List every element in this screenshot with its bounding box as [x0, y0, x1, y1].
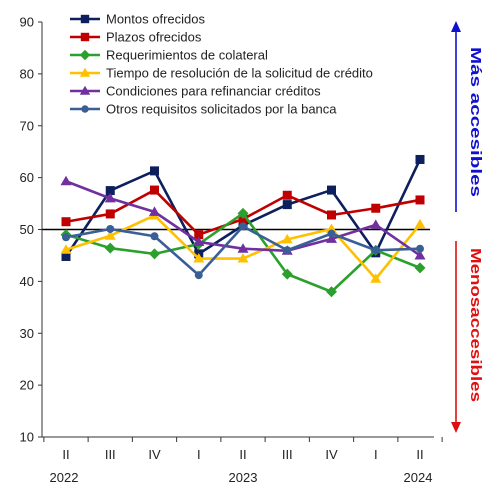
data-point	[327, 229, 336, 238]
data-point	[150, 166, 159, 176]
legend-item: Tiempo de resolución de la solicitud de …	[70, 66, 373, 81]
data-point	[282, 200, 292, 210]
x-tick-label: III	[282, 447, 293, 462]
data-point	[194, 271, 203, 280]
data-point	[104, 192, 116, 203]
data-point	[194, 230, 204, 240]
legend-label: Otros requisitos solicitados por la banc…	[106, 102, 337, 117]
data-point	[150, 185, 159, 195]
x-tick-label: II	[416, 447, 423, 462]
legend-item: Plazos ofrecidos	[70, 30, 202, 45]
data-point	[327, 185, 336, 195]
x-tick-label: IV	[148, 447, 161, 462]
year-label: 2023	[229, 470, 258, 485]
data-point	[283, 246, 292, 255]
data-point	[150, 232, 159, 241]
legend-item: Montos ofrecidos	[70, 12, 205, 27]
year-label: 2022	[50, 470, 79, 485]
x-tick-label: III	[105, 447, 116, 462]
data-point	[281, 233, 293, 244]
data-point	[106, 224, 115, 233]
series-2	[61, 185, 425, 240]
data-point	[414, 218, 426, 229]
legend-swatch-marker	[80, 32, 90, 42]
x-tick-label: II	[239, 447, 246, 462]
x-tick-label: I	[197, 447, 201, 462]
year-label: 2024	[404, 470, 433, 485]
data-point	[237, 253, 249, 263]
legend-label: Montos ofrecidos	[106, 12, 205, 27]
data-point	[193, 253, 205, 263]
y-tick-label: 90	[20, 15, 34, 30]
x-tick-label: IV	[325, 447, 338, 462]
legend-item: Condiciones para refinanciar créditos	[70, 84, 321, 99]
lower-annotation-text: Menosaccesibles	[467, 248, 484, 402]
legend-swatch-marker	[79, 67, 91, 77]
data-point	[326, 223, 337, 233]
legend-item: Otros requisitos solicitados por la banc…	[70, 102, 337, 117]
legend-swatch-marker	[81, 105, 89, 113]
data-point	[282, 190, 292, 200]
data-point	[104, 242, 116, 254]
data-point	[415, 154, 425, 164]
data-point	[149, 206, 160, 216]
data-point	[370, 219, 382, 229]
data-point	[238, 214, 248, 224]
data-point	[371, 203, 381, 213]
data-point	[60, 175, 72, 186]
upper-annotation-text: Más accesibles	[467, 47, 484, 197]
data-point	[105, 209, 115, 219]
data-point	[61, 251, 71, 261]
y-tick-label: 70	[20, 118, 34, 133]
series-layer	[60, 154, 426, 298]
data-point	[193, 236, 205, 246]
legend-label: Tiempo de resolución de la solicitud de …	[106, 66, 373, 81]
legend-swatch-marker	[79, 49, 91, 61]
x-tick-label: I	[374, 447, 378, 462]
data-point	[370, 273, 382, 283]
data-point	[416, 244, 424, 253]
data-point	[415, 195, 425, 205]
legend-swatch-marker	[79, 85, 91, 95]
x-tick-label: II	[62, 447, 69, 462]
data-point	[281, 268, 293, 280]
legend-label: Condiciones para refinanciar créditos	[106, 84, 321, 99]
y-tick-label: 50	[20, 222, 34, 237]
side-annotations: Más accesibles Menosaccesibles	[451, 21, 484, 433]
data-point	[371, 246, 380, 255]
data-point	[237, 207, 249, 219]
legend-swatch-marker	[80, 14, 90, 24]
data-point	[327, 210, 336, 220]
legend-label: Plazos ofrecidos	[106, 30, 202, 45]
y-tick-label: 20	[20, 378, 34, 393]
legend-item: Requerimientos de colateral	[70, 48, 268, 63]
y-tick-label: 40	[20, 274, 34, 289]
data-point	[105, 186, 115, 196]
legend-label: Requerimientos de colateral	[106, 48, 268, 63]
data-point	[239, 222, 247, 231]
up-arrow-head	[451, 21, 461, 32]
data-point	[60, 244, 72, 254]
data-point	[414, 262, 426, 274]
data-point	[326, 233, 337, 243]
data-point	[62, 233, 70, 242]
data-point	[61, 217, 71, 227]
data-point	[237, 243, 249, 253]
y-tick-label: 80	[20, 66, 34, 81]
data-point	[104, 230, 116, 240]
legend: Montos ofrecidos Plazos ofrecidos Requerim…	[70, 12, 373, 117]
y-tick-label: 10	[20, 430, 34, 445]
data-point	[149, 248, 160, 260]
y-tick-label: 60	[20, 170, 34, 185]
series-6	[62, 222, 424, 280]
data-point	[414, 249, 426, 260]
down-arrow-head	[451, 422, 461, 433]
y-tick-label: 30	[20, 326, 34, 341]
series-4	[60, 209, 426, 283]
data-point	[326, 286, 337, 298]
